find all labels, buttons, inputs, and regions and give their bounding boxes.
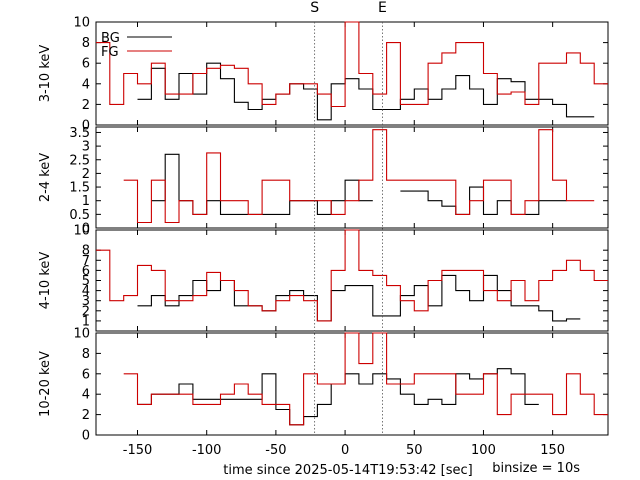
y-tick-label: 10 <box>73 224 90 239</box>
y-tick-label: 8 <box>82 347 90 362</box>
legend-label-fg: FG <box>101 45 119 60</box>
y-tick-label: 0 <box>82 119 90 134</box>
y-tick-label: 3.5 <box>69 126 90 141</box>
panel-frame <box>95 332 609 436</box>
y-tick-label: 1 <box>82 314 90 329</box>
y-tick-label: 0.5 <box>69 208 90 223</box>
y-tick-label: 4 <box>82 284 90 299</box>
x-tick-label: 150 <box>540 443 565 458</box>
x-tick-label: 50 <box>406 443 423 458</box>
panel-frame <box>95 126 609 229</box>
series-fg-line <box>96 21 608 108</box>
y-tick-label: 6 <box>82 57 90 72</box>
y-tick-label: 1.5 <box>69 181 90 196</box>
y-tick-label: 3 <box>82 294 90 309</box>
series-fg-line <box>96 229 608 322</box>
y-tick-label: 0 <box>82 222 90 237</box>
panel-frame <box>95 21 609 126</box>
series-fg-line <box>123 332 608 426</box>
panel-2: 00.511.522.533.5 2-4 keV <box>38 126 609 237</box>
y-tick-label: 2 <box>82 167 90 182</box>
y-tick-label: 6 <box>82 367 90 382</box>
series-fg-line <box>123 129 595 224</box>
y-tick-label: 1 <box>82 194 90 209</box>
x-tick-label: 100 <box>471 443 496 458</box>
marker-label-e: E <box>378 0 387 16</box>
y-tick-label: 5 <box>82 274 90 289</box>
y-tick-label: 10 <box>73 16 90 31</box>
y-axis-label: 2-4 keV <box>38 153 53 202</box>
panel-1: 0 2 4 6 8 10 3-10 keV <box>38 16 609 134</box>
y-tick-label: 3 <box>82 140 90 155</box>
panel-frame <box>95 229 609 332</box>
y-axis-label: 3-10 keV <box>38 45 53 103</box>
legend-label-bg: BG <box>101 31 120 46</box>
y-tick-label: 4 <box>82 77 90 92</box>
y-tick-label: 2.5 <box>69 153 90 168</box>
y-tick-label: 4 <box>82 388 90 403</box>
y-tick-label: 8 <box>82 244 90 259</box>
series-bg-line <box>137 368 539 426</box>
x-tick-label: -150 <box>123 443 153 458</box>
series-bg-line <box>137 274 581 322</box>
y-tick-label: 2 <box>82 98 90 113</box>
y-tick-label: 2 <box>82 304 90 319</box>
y-axis-label: 4-10 keV <box>38 252 53 310</box>
panel-4: 0 2 4 6 8 10 10-20 keV <box>38 327 609 444</box>
x-axis-label: time since 2025-05-14T19:53:42 [sec] <box>223 463 472 478</box>
x-tick-label: -100 <box>192 443 222 458</box>
y-tick-label: 8 <box>82 36 90 51</box>
y-tick-label: 6 <box>82 264 90 279</box>
y-tick-label: 7 <box>82 254 90 269</box>
series-bg-line <box>137 62 595 121</box>
y-axis-label: 10-20 keV <box>38 351 53 417</box>
y-tick-label: 10 <box>73 327 90 342</box>
y-tick-label: 0 <box>82 429 90 444</box>
marker-label-s: S <box>310 0 319 16</box>
x-tick-label: -50 <box>265 443 286 458</box>
y-tick-label: 2 <box>82 408 90 423</box>
binsize-label: binsize = 10s <box>492 461 580 476</box>
x-tick-label: 0 <box>341 443 349 458</box>
